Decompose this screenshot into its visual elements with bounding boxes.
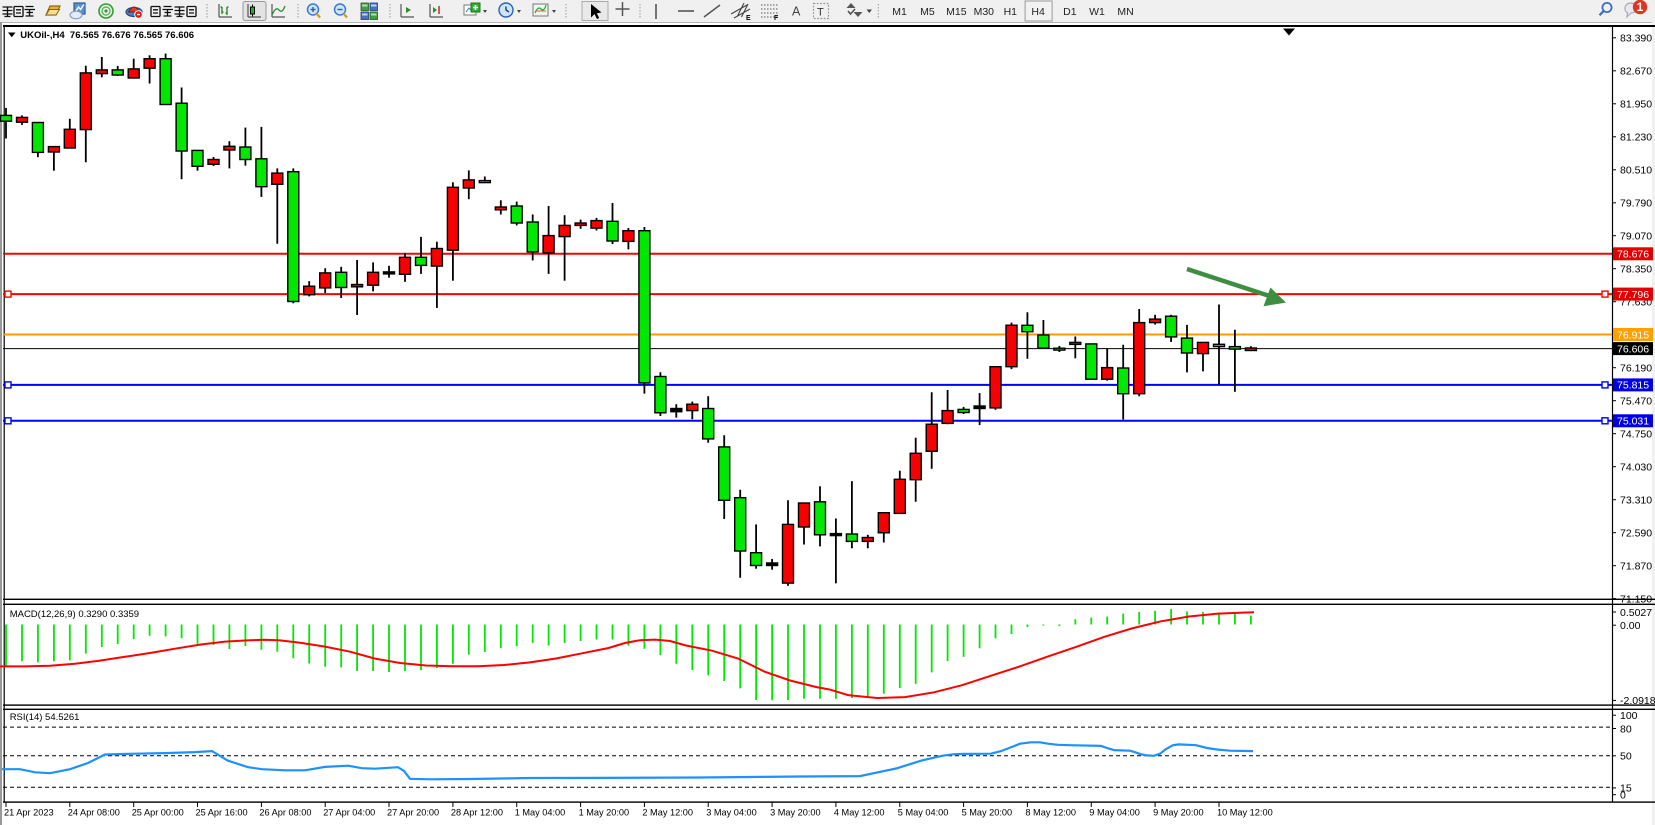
svg-text:5 May 04:00: 5 May 04:00 — [898, 808, 949, 818]
svg-text:71.150: 71.150 — [1620, 593, 1652, 605]
svg-text:F: F — [774, 15, 779, 22]
svg-text:74.030: 74.030 — [1620, 462, 1652, 474]
svg-text:75.031: 75.031 — [1617, 416, 1649, 428]
svg-text:1 May 04:00: 1 May 04:00 — [515, 808, 566, 818]
svg-text:W1: W1 — [1089, 6, 1105, 18]
svg-text:UKOil-,H4 76.565 76.676 76.56: UKOil-,H4 76.565 76.676 76.565 76.606 — [20, 30, 194, 41]
svg-text:72.590: 72.590 — [1620, 528, 1652, 540]
svg-text:D1: D1 — [1063, 6, 1077, 18]
svg-text:75.470: 75.470 — [1620, 396, 1652, 408]
svg-text:78.350: 78.350 — [1620, 264, 1652, 276]
svg-text:T: T — [817, 7, 824, 19]
svg-text:MACD(12,26,9) 0.3290 0.3359: MACD(12,26,9) 0.3290 0.3359 — [10, 609, 139, 620]
svg-text:27 Apr 04:00: 27 Apr 04:00 — [323, 808, 375, 818]
svg-text:15: 15 — [1620, 783, 1632, 795]
svg-text:80.510: 80.510 — [1620, 165, 1652, 177]
svg-text:83.390: 83.390 — [1620, 33, 1652, 45]
svg-text:77.796: 77.796 — [1617, 289, 1649, 301]
svg-text:71.870: 71.870 — [1620, 561, 1652, 573]
svg-text:81.950: 81.950 — [1620, 99, 1652, 111]
svg-text:25 Apr 00:00: 25 Apr 00:00 — [132, 808, 184, 818]
svg-text:0.5027: 0.5027 — [1620, 607, 1652, 619]
svg-text:73.310: 73.310 — [1620, 495, 1652, 507]
svg-text:79.070: 79.070 — [1620, 231, 1652, 243]
svg-text:M1: M1 — [892, 6, 907, 18]
svg-text:0: 0 — [1620, 790, 1626, 802]
svg-text:76.915: 76.915 — [1617, 329, 1649, 341]
svg-text:76.190: 76.190 — [1620, 363, 1652, 375]
svg-text:50: 50 — [1620, 751, 1632, 763]
svg-text:-2.0918: -2.0918 — [1620, 695, 1655, 707]
svg-text:A: A — [792, 5, 801, 19]
svg-text:79.790: 79.790 — [1620, 198, 1652, 210]
svg-text:H4: H4 — [1031, 6, 1045, 18]
svg-text:RSI(14) 54.5261: RSI(14) 54.5261 — [10, 712, 80, 723]
svg-text:100: 100 — [1620, 710, 1638, 722]
svg-text:M30: M30 — [974, 6, 995, 18]
svg-text:E: E — [746, 15, 751, 22]
svg-text:81.230: 81.230 — [1620, 132, 1652, 144]
svg-text:26 Apr 08:00: 26 Apr 08:00 — [259, 808, 311, 818]
svg-text:74.750: 74.750 — [1620, 429, 1652, 441]
svg-text:82.670: 82.670 — [1620, 66, 1652, 78]
svg-text:5 May 20:00: 5 May 20:00 — [962, 808, 1013, 818]
svg-text:8 May 12:00: 8 May 12:00 — [1025, 808, 1076, 818]
svg-text:1 May 20:00: 1 May 20:00 — [579, 808, 630, 818]
svg-text:H1: H1 — [1004, 6, 1018, 18]
svg-text:3 May 20:00: 3 May 20:00 — [770, 808, 821, 818]
svg-text:80: 80 — [1620, 723, 1632, 735]
svg-text:0.00: 0.00 — [1620, 620, 1641, 632]
svg-text:21 Apr 2023: 21 Apr 2023 — [4, 808, 54, 818]
svg-text:4 May 12:00: 4 May 12:00 — [834, 808, 885, 818]
svg-text:78.676: 78.676 — [1617, 249, 1649, 261]
svg-text:10 May 12:00: 10 May 12:00 — [1217, 808, 1273, 818]
svg-text:MN: MN — [1117, 6, 1133, 18]
svg-text:3 May 04:00: 3 May 04:00 — [706, 808, 757, 818]
svg-text:M15: M15 — [946, 6, 967, 18]
svg-text:9 May 20:00: 9 May 20:00 — [1153, 808, 1204, 818]
svg-text:28 Apr 12:00: 28 Apr 12:00 — [451, 808, 503, 818]
svg-text:24 Apr 08:00: 24 Apr 08:00 — [68, 808, 120, 818]
svg-text:27 Apr 20:00: 27 Apr 20:00 — [387, 808, 439, 818]
svg-text:M5: M5 — [920, 6, 935, 18]
svg-text:25 Apr 16:00: 25 Apr 16:00 — [196, 808, 248, 818]
svg-text:2 May 12:00: 2 May 12:00 — [642, 808, 693, 818]
svg-text:76.606: 76.606 — [1617, 343, 1649, 355]
svg-text:1: 1 — [1637, 0, 1644, 14]
svg-text:75.815: 75.815 — [1617, 380, 1649, 392]
svg-text:9 May 04:00: 9 May 04:00 — [1089, 808, 1140, 818]
